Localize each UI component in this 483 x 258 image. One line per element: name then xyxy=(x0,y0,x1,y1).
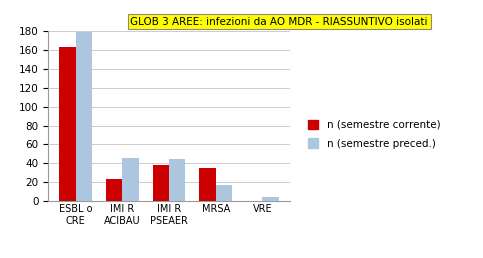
Bar xyxy=(169,159,185,201)
Legend: n (semestre corrente), n (semestre preced.): n (semestre corrente), n (semestre prece… xyxy=(305,117,443,152)
Text: GLOB 3 AREE: infezioni da AO MDR - RIASSUNTIVO isolati: GLOB 3 AREE: infezioni da AO MDR - RIASS… xyxy=(130,17,428,27)
Bar xyxy=(262,197,279,201)
Bar xyxy=(76,32,92,201)
Bar xyxy=(153,165,169,201)
Bar xyxy=(199,168,216,201)
Bar xyxy=(122,158,139,201)
Bar xyxy=(59,47,76,201)
Bar xyxy=(216,185,232,201)
Bar xyxy=(106,179,122,201)
